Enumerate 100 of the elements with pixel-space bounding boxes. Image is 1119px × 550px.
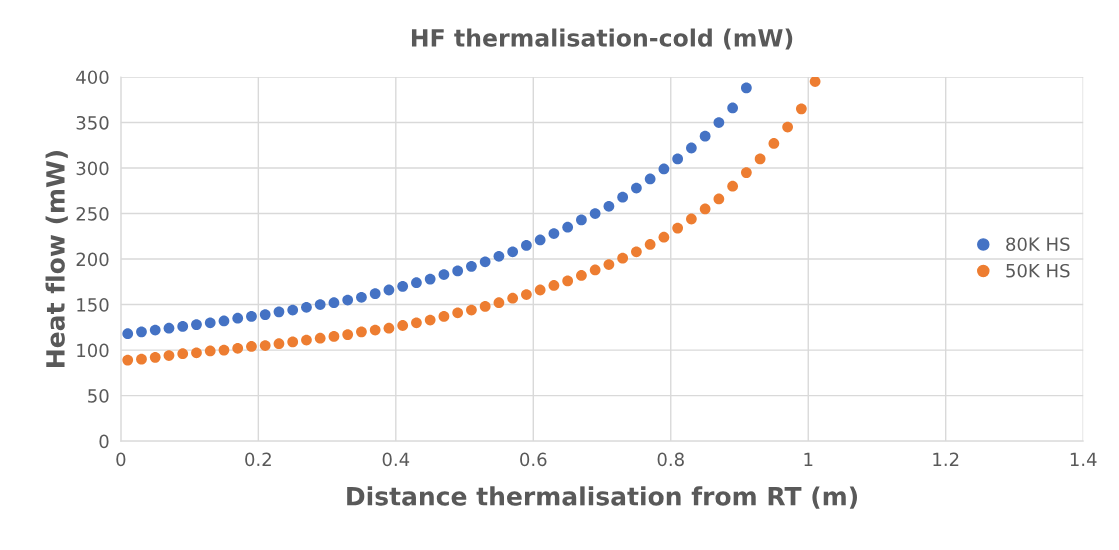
point [672, 222, 684, 234]
point [672, 153, 684, 165]
point [534, 284, 546, 296]
point [136, 353, 147, 365]
point [191, 319, 202, 330]
point [644, 239, 656, 250]
point [356, 291, 367, 303]
x-tick-label: 0.4 [382, 452, 410, 467]
point [246, 311, 257, 322]
point [411, 317, 422, 329]
point [658, 163, 670, 175]
y-tick-label: 100 [77, 343, 109, 358]
point [644, 173, 656, 185]
point [603, 200, 615, 212]
point [301, 301, 312, 313]
point [493, 297, 505, 309]
point [424, 273, 436, 285]
point [369, 324, 381, 336]
point [204, 345, 216, 357]
point [411, 277, 422, 289]
point [617, 252, 629, 264]
point [548, 228, 560, 239]
point [631, 182, 642, 194]
x-tick-label: 1.4 [1070, 452, 1097, 466]
y-tick-label: 350 [76, 115, 109, 130]
point [424, 314, 436, 326]
point [740, 82, 752, 94]
point [548, 280, 560, 291]
y-tick-label: 50 [88, 389, 109, 403]
point [768, 138, 780, 149]
point [314, 332, 326, 344]
point [562, 275, 574, 287]
point [809, 77, 821, 87]
point [287, 304, 299, 316]
x-axis-title: Distance thermalisation from RT (m) [347, 486, 857, 509]
y-tick-label: 300 [76, 161, 109, 176]
point [686, 142, 697, 154]
point [314, 299, 326, 310]
point [521, 289, 532, 300]
y-tick-label: 250 [76, 207, 109, 221]
point [163, 322, 175, 334]
point [328, 297, 340, 309]
point [479, 256, 491, 268]
point [713, 193, 725, 205]
point [369, 288, 381, 300]
point [576, 270, 587, 281]
point [727, 102, 738, 114]
point [356, 326, 367, 338]
point [177, 321, 189, 332]
point [191, 347, 202, 359]
point [259, 309, 271, 320]
point [301, 334, 312, 346]
point [466, 304, 477, 316]
point [576, 214, 587, 226]
point [383, 284, 395, 296]
point [713, 117, 725, 128]
point [521, 240, 532, 251]
point [204, 317, 216, 329]
point [149, 324, 161, 336]
point [136, 326, 147, 338]
x-tick-label: 0 [116, 452, 126, 467]
y-tick-label: 150 [77, 298, 109, 312]
x-tick-label: 0.6 [520, 452, 547, 467]
point [479, 301, 491, 312]
point [617, 191, 629, 203]
point [259, 340, 271, 351]
point [177, 348, 189, 360]
y-tick-label: 400 [76, 70, 109, 85]
point [273, 338, 285, 350]
point [589, 208, 601, 219]
point [782, 121, 793, 133]
point [466, 260, 477, 272]
point [397, 280, 409, 292]
point [232, 312, 244, 324]
point [122, 328, 134, 340]
point [397, 320, 409, 331]
point [218, 315, 230, 327]
point [534, 234, 546, 246]
point [699, 130, 711, 142]
point [342, 329, 354, 340]
point [438, 311, 450, 322]
point [328, 331, 340, 342]
y-tick-label: 200 [76, 252, 109, 267]
point [246, 341, 257, 352]
point [438, 269, 450, 280]
x-tick-label: 1 [804, 452, 813, 466]
x-tick-label: 0.2 [245, 452, 271, 467]
point [795, 103, 807, 115]
y-tick-label: 0 [99, 434, 109, 449]
point [493, 250, 505, 262]
point [507, 292, 519, 304]
legend-label: 50K HS [1006, 263, 1070, 278]
point [273, 306, 285, 318]
point [754, 153, 766, 165]
point [727, 180, 738, 192]
point [163, 350, 175, 361]
point [232, 342, 244, 354]
point [686, 213, 697, 225]
legend-label: 80K HS [1006, 237, 1070, 252]
point [383, 322, 395, 334]
